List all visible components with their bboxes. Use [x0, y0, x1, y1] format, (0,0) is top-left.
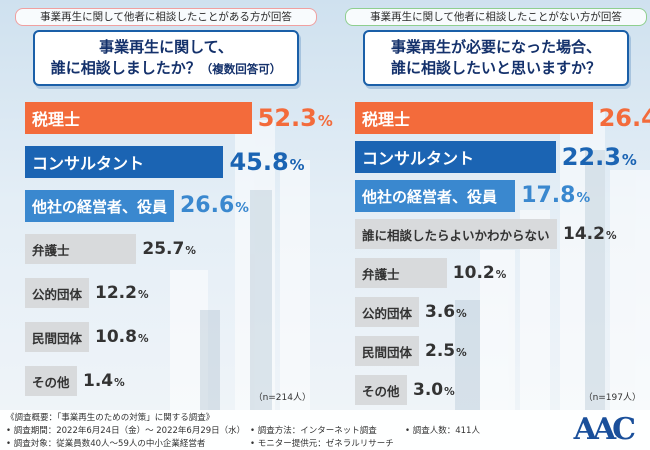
aac-logo: AAC: [573, 412, 636, 447]
left-bar-value-unit-6: %: [137, 332, 149, 345]
survey-title: 《調査概要：「事業再生のための対策」に関する調査》: [6, 413, 215, 423]
right-bar-value-8: 3.0%: [413, 380, 455, 400]
left-bar-label-4: 弁護士: [32, 242, 70, 258]
left-bar-value-1: 52.3%: [258, 104, 333, 132]
right-bar-value-4: 14.2%: [563, 224, 617, 244]
left-question-line2: 誰に相談しましたか？（複数回答可）: [51, 58, 282, 80]
left-bar-2: コンサルタント: [25, 146, 224, 178]
left-bar-value-number-7: 1.4: [83, 370, 114, 391]
right-bar-3: 他社の経営者、役員: [355, 180, 516, 212]
right-bar-2: コンサルタント: [355, 141, 556, 173]
right-bar-value-number-7: 2.5: [425, 340, 456, 361]
right-bar-6: 公的団体: [355, 297, 419, 327]
right-bar-value-1: 26.4%: [599, 104, 650, 132]
left-heading: 事業再生に関して他者に相談したことがある方が回答: [15, 8, 317, 26]
left-bar-value-unit-7: %: [114, 376, 125, 389]
right-bar-value-6: 3.6%: [425, 302, 467, 322]
left-bar-value-4: 25.7%: [142, 239, 196, 259]
left-bar-value-number-2: 45.8: [229, 147, 289, 176]
right-bar-value-number-6: 3.6: [425, 301, 456, 322]
right-heading: 事業再生に関して他者に相談したことがない方が回答: [345, 8, 647, 26]
right-bar-1: 税理士: [355, 102, 593, 134]
right-question-line2: 誰に相談したいと思いますか？: [390, 59, 601, 77]
right-bar-value-number-2: 22.3: [561, 142, 621, 171]
right-question: 事業再生が必要になった場合、 誰に相談したいと思いますか？: [363, 30, 629, 86]
left-bar-7: その他: [25, 366, 77, 396]
left-bar-label-2: コンサルタント: [32, 154, 145, 173]
right-bar-label-6: 公的団体: [362, 305, 413, 321]
right-bar-label-1: 税理士: [362, 110, 411, 129]
left-bar-value-number-6: 10.8: [95, 326, 137, 347]
left-bar-value-number-1: 52.3: [257, 103, 317, 132]
right-bar-label-5: 弁護士: [362, 266, 400, 282]
left-bar-value-number-5: 12.2: [95, 282, 137, 303]
left-bar-6: 民間団体: [25, 322, 89, 352]
right-bar-value-unit-6: %: [456, 307, 467, 320]
left-bar-label-1: 税理士: [32, 110, 81, 129]
right-bar-value-number-8: 3.0: [413, 379, 444, 400]
survey-overview: 《調査概要：「事業再生のための対策」に関する調査》 • 調査期間：2022年6月…: [0, 410, 650, 450]
right-chart-panel: 事業再生に関して他者に相談したことがない方が回答 事業再生が必要になった場合、 …: [335, 0, 650, 410]
right-bar-label-7: 民間団体: [362, 344, 413, 360]
right-bar-5: 弁護士: [355, 258, 447, 288]
right-bar-value-unit-5: %: [495, 268, 507, 281]
right-bar-4: 誰に相談したらよいかわからない: [355, 219, 557, 249]
left-bar-value-unit-3: %: [235, 199, 249, 216]
left-bar-value-unit-1: %: [317, 111, 333, 130]
right-bar-label-8: その他: [362, 383, 400, 399]
survey-count: • 調査人数：411人: [405, 426, 480, 436]
right-sample-size: （n=197人）: [583, 393, 641, 403]
left-bar-label-7: その他: [32, 374, 70, 390]
right-bar-value-unit-2: %: [621, 150, 637, 169]
left-bar-value-5: 12.2%: [95, 283, 149, 303]
right-bar-label-3: 他社の経営者、役員: [362, 187, 498, 206]
left-bar-label-6: 民間団体: [32, 330, 83, 346]
right-bar-label-4: 誰に相談したらよいかわからない: [362, 227, 550, 243]
right-bar-value-unit-7: %: [456, 346, 467, 359]
left-bar-value-number-4: 25.7: [142, 238, 185, 259]
survey-method: • 調査方法：インターネット調査: [250, 426, 377, 436]
left-question-note: （複数回答可）: [200, 61, 282, 76]
left-bar-1: 税理士: [25, 102, 252, 134]
left-question-line1: 事業再生に関して、: [99, 37, 233, 56]
left-bar-5: 公的団体: [25, 278, 89, 308]
left-question-line2-text: 誰に相談しましたか？: [50, 58, 201, 77]
right-bar-value-unit-8: %: [444, 385, 455, 398]
left-bar-value-3: 26.6%: [180, 193, 249, 218]
left-bar-value-number-3: 26.6: [180, 192, 235, 218]
right-bar-value-unit-3: %: [576, 189, 591, 206]
right-bar-value-7: 2.5%: [425, 341, 467, 361]
left-bar-value-unit-2: %: [289, 155, 305, 174]
right-bar-value-number-5: 10.2: [452, 262, 495, 283]
right-bar-value-5: 10.2%: [453, 263, 507, 283]
left-bar-value-7: 1.4%: [83, 371, 125, 391]
right-bar-8: その他: [355, 375, 407, 405]
survey-target: • 調査対象：従業員数40人〜59人の中小企業経営者: [6, 439, 206, 449]
left-bar-value-unit-4: %: [185, 244, 196, 257]
right-bar-value-2: 22.3%: [562, 143, 637, 171]
left-question: 事業再生に関して、 誰に相談しましたか？（複数回答可）: [33, 30, 299, 86]
left-bar-4: 弁護士: [25, 234, 137, 264]
right-bar-value-unit-4: %: [605, 229, 617, 242]
left-chart-panel: 事業再生に関して他者に相談したことがある方が回答 事業再生に関して、 誰に相談し…: [5, 0, 333, 410]
left-bar-3: 他社の経営者、役員: [25, 190, 174, 222]
right-question-line1: 事業再生が必要になった場合、: [390, 38, 601, 56]
right-bar-label-2: コンサルタント: [362, 149, 475, 168]
left-bar-label-5: 公的団体: [32, 286, 83, 302]
left-bar-value-unit-5: %: [137, 288, 149, 301]
right-bar-value-number-1: 26.4: [598, 103, 650, 132]
survey-provider: • モニター提供元：ゼネラルリサーチ: [250, 439, 394, 449]
right-bar-value-number-3: 17.8: [521, 182, 576, 208]
left-sample-size: （n=214人）: [253, 393, 311, 403]
left-bar-label-3: 他社の経営者、役員: [32, 197, 168, 216]
right-bar-value-3: 17.8%: [521, 183, 590, 208]
left-bar-value-6: 10.8%: [95, 327, 149, 347]
left-bar-value-2: 45.8%: [229, 148, 304, 176]
right-bar-7: 民間団体: [355, 336, 419, 366]
survey-period: • 調査期間：2022年6月24日（金）〜 2022年6月29日（水）: [6, 426, 246, 436]
right-bar-value-number-4: 14.2: [563, 223, 605, 244]
